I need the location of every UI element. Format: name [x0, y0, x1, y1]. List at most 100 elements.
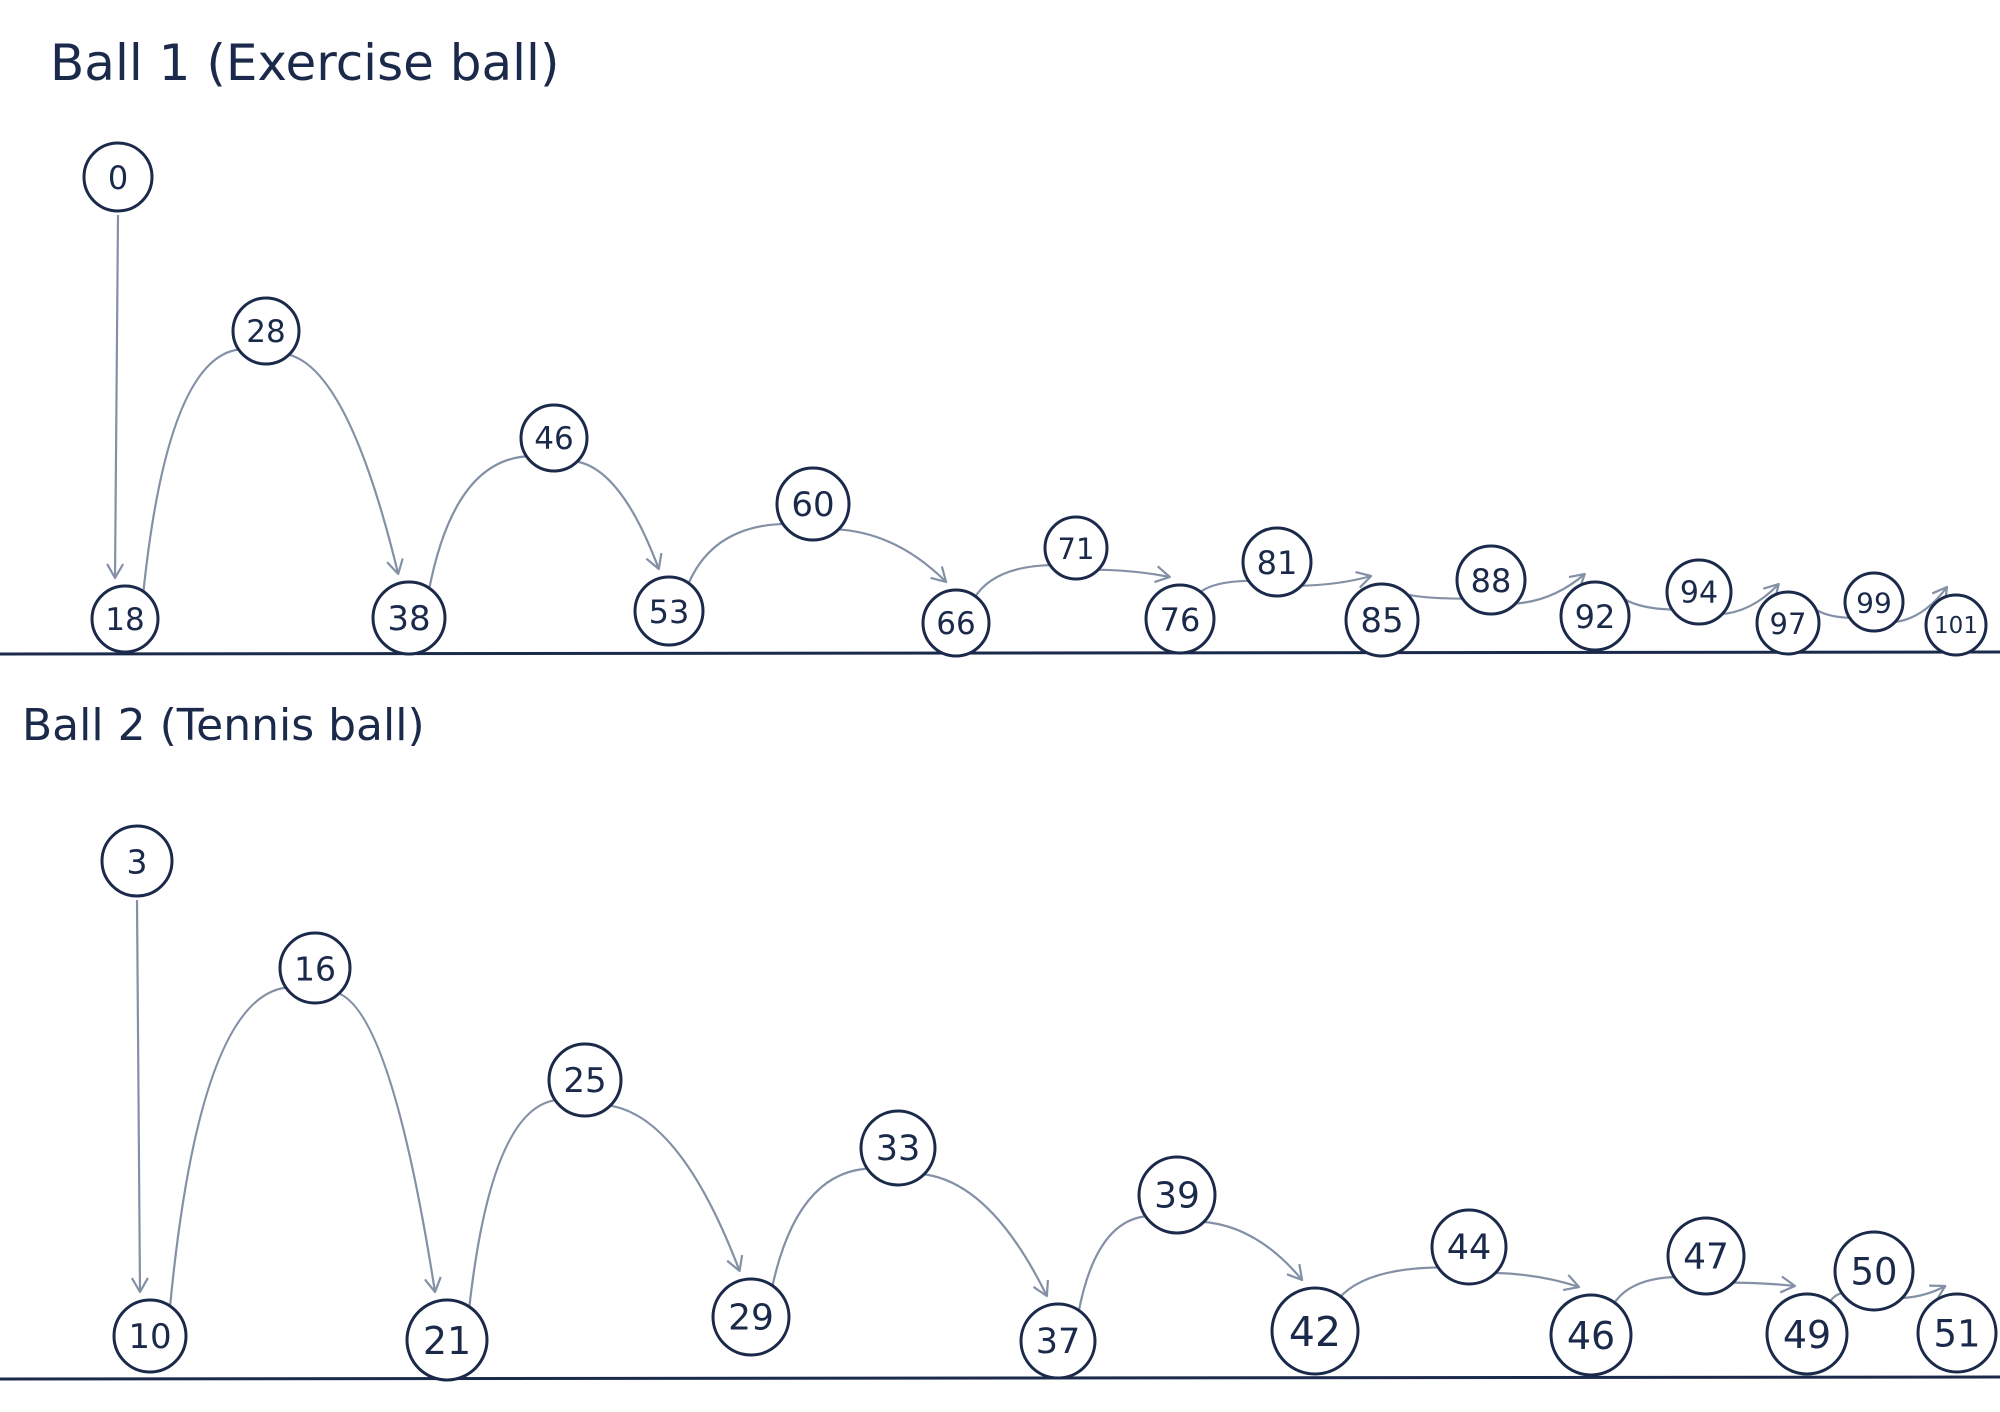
- ball-circle: [90, 584, 160, 654]
- ball1-frame-7: 60: [775, 466, 851, 542]
- ball1-arrowhead-11: [1355, 571, 1373, 589]
- ball1-frame-8: 66: [921, 588, 991, 658]
- ball-circle: [1241, 526, 1313, 598]
- ball2-arcs: [130, 899, 1947, 1314]
- ball1-arc-6: [686, 522, 790, 586]
- frame-number-label: 25: [563, 1061, 606, 1101]
- ball2-frame-15: 50: [1833, 1230, 1915, 1312]
- ball-circle: [1916, 1292, 1998, 1374]
- ball-circle: [1549, 1293, 1633, 1377]
- ball2-arrowhead-1: [130, 1277, 149, 1294]
- ball-circle: [775, 466, 851, 542]
- ball2-frame-6: 29: [711, 1277, 791, 1357]
- ball-circle: [278, 931, 352, 1005]
- ball-circle: [547, 1042, 623, 1118]
- ball2-arrowhead-13: [1779, 1275, 1797, 1294]
- ball1-title: Ball 1 (Exercise ball): [50, 34, 559, 92]
- frame-number-label: 99: [1856, 587, 1892, 620]
- ball2-arc-6: [770, 1167, 874, 1289]
- ball2-ground-line: [0, 1375, 2000, 1381]
- ball1-arc-11: [1297, 574, 1372, 587]
- ball1-arc-7: [834, 528, 947, 583]
- ball1-arrowhead-1: [106, 563, 125, 580]
- ball1-arrowhead-9: [1154, 565, 1171, 584]
- ball1-frame-6: 53: [633, 575, 705, 647]
- ball1-frame-15: 94: [1665, 558, 1733, 626]
- ball-circle: [1843, 571, 1905, 633]
- frame-number-label: 97: [1770, 607, 1807, 641]
- ball1-arrowhead-7: [930, 566, 948, 584]
- ball-circle: [1755, 590, 1821, 656]
- ball-circle: [1344, 582, 1420, 658]
- ball-circle: [1144, 583, 1216, 655]
- ball1-arcs: [106, 214, 1949, 624]
- ball1-balls: 0 18 28 38 46 53 60 66 71 76 81 85 88 92 94 97 99 101: [82, 141, 1988, 658]
- ball2-frame-7: 33: [859, 1109, 937, 1187]
- frame-number-label: 50: [1850, 1251, 1897, 1294]
- ball2-arrowhead-3: [424, 1276, 442, 1294]
- ball1-arrowhead-5: [645, 552, 663, 571]
- ball2-frame-5: 25: [547, 1042, 623, 1118]
- ball2-frame-4: 21: [405, 1298, 489, 1382]
- ball1-frame-10: 76: [1144, 583, 1216, 655]
- ball-circle: [921, 588, 991, 658]
- ball-circle: [1559, 580, 1631, 652]
- ball1-arc-5: [573, 460, 660, 570]
- ball1-frame-14: 92: [1559, 580, 1631, 652]
- ball-circle: [1833, 1230, 1915, 1312]
- ball2-arc-8: [1077, 1214, 1153, 1314]
- ball-circle: [633, 575, 705, 647]
- ball1-frame-11: 81: [1241, 526, 1313, 598]
- ball2-arc-13: [1728, 1281, 1796, 1288]
- frame-number-label: 94: [1680, 576, 1718, 611]
- ball-circle: [231, 296, 301, 366]
- ball1-frame-16: 97: [1755, 590, 1821, 656]
- ball1-arc-1: [113, 214, 120, 579]
- frame-number-label: 92: [1575, 598, 1616, 636]
- ball1-frame-2: 18: [90, 584, 160, 654]
- ball1-arc-9: [1094, 568, 1171, 579]
- ball2-arrowhead-5: [726, 1254, 744, 1273]
- frame-number-label: 49: [1783, 1313, 1831, 1357]
- frame-number-label: 101: [1934, 613, 1978, 639]
- frame-number-label: 85: [1360, 601, 1403, 641]
- ball-circle: [859, 1109, 937, 1187]
- ball1-arc-2: [142, 348, 245, 595]
- ball1-arrowhead-3: [386, 558, 404, 576]
- frame-number-label: 10: [128, 1317, 171, 1357]
- ball2-frame-10: 42: [1270, 1286, 1360, 1376]
- ball1-arc-4: [427, 455, 533, 592]
- frame-number-label: 38: [387, 599, 430, 639]
- frame-number-label: 18: [105, 602, 144, 638]
- ball1-sequence: 0 18 28 38 46 53 60 66 71 76 81 85 88 92 94 97 99 101: [82, 141, 1988, 658]
- frame-number-label: 81: [1257, 544, 1298, 582]
- ball2-frame-16: 51: [1916, 1292, 1998, 1374]
- frame-number-label: 88: [1471, 562, 1512, 600]
- frame-number-label: 37: [1036, 1322, 1081, 1362]
- ball2-arc-4: [467, 1098, 562, 1311]
- ball2-arrowhead-9: [1286, 1263, 1304, 1282]
- ball2-title: Ball 2 (Tennis ball): [22, 700, 425, 751]
- ball-circle: [112, 1298, 188, 1374]
- ball2-frame-2: 10: [112, 1298, 188, 1374]
- frame-number-label: 47: [1683, 1237, 1729, 1278]
- ball2-balls: 3 10 16 21 25 29 33 37 39 42 44 46 47 49 50 51: [100, 824, 1998, 1382]
- ball1-arc-10: [1197, 579, 1255, 595]
- ball2-arc-10: [1337, 1266, 1445, 1300]
- ball1-frame-18: 101: [1924, 593, 1988, 657]
- frame-number-label: 21: [423, 1319, 471, 1363]
- frame-number-label: 46: [1567, 1314, 1615, 1358]
- ball2-arc-5: [606, 1104, 741, 1272]
- ball2-arrowhead-7: [1032, 1279, 1049, 1298]
- ball2-frame-8: 37: [1019, 1302, 1097, 1380]
- ball1-frame-12: 85: [1344, 582, 1420, 658]
- ball-circle: [1666, 1216, 1746, 1296]
- frame-number-label: 29: [728, 1298, 774, 1339]
- frame-number-label: 0: [108, 159, 128, 197]
- frame-number-label: 46: [534, 421, 573, 457]
- ball-circle: [1137, 1155, 1217, 1235]
- ball1-frame-1: 0: [82, 141, 154, 213]
- ball-circle: [405, 1298, 489, 1382]
- ball2-frame-14: 49: [1765, 1292, 1849, 1376]
